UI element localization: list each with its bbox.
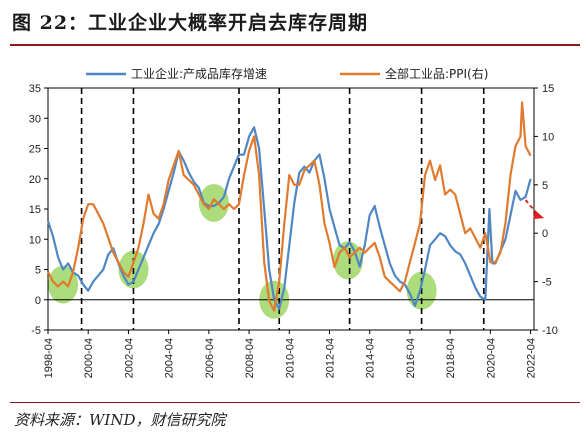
y-left-tick-label-8: 35 [29, 83, 41, 95]
title-rule [10, 44, 580, 46]
x-tick-label-10: 2018-04 [445, 338, 457, 378]
x-tick-label-12: 2022-04 [526, 338, 538, 378]
y-left-tick-label-0: -5 [31, 325, 41, 337]
figure-title: 图 22：工业企业大概率开启去库存周期 [12, 12, 369, 34]
source-note: 资料来源：WIND，财信研究院 [14, 411, 226, 429]
plot-frame [47, 87, 535, 331]
x-tick-label-6: 2010-04 [284, 338, 296, 378]
x-axis: 1998-04 2000-04 2002-04 2004-04 2006-04 2008-… [43, 330, 538, 378]
highlight-ellipse-2 [198, 183, 229, 222]
cycle-markers [80, 88, 485, 330]
x-tick-label-11: 2020-04 [485, 338, 497, 378]
series-lines [46, 101, 532, 312]
footer-rule [10, 402, 580, 403]
trend-arrow [524, 199, 545, 220]
legend-label-ppi: 全部工业品:PPI(右) [385, 66, 488, 81]
y-right-tick-label-2: 0 [542, 228, 548, 240]
x-tick-label-0: 1998-04 [43, 338, 55, 378]
y-right-tick-label-4: 10 [542, 131, 554, 143]
legend-label-inventory: 工业企业:产成品库存增速 [131, 66, 267, 81]
x-tick-label-8: 2014-04 [365, 338, 377, 378]
y-left-tick-label-5: 20 [29, 174, 41, 186]
y-right-tick-label-3: 5 [542, 180, 548, 192]
y-left-axis: -5 0 5 10 15 20 25 30 35 [29, 83, 48, 337]
y-left-tick-label-1: 0 [35, 295, 41, 307]
series-line-1 [47, 101, 532, 312]
y-right-tick-label-0: -10 [542, 325, 558, 337]
y-left-tick-label-3: 10 [29, 234, 41, 246]
trend-arrow-head [533, 210, 545, 220]
highlight-ellipse-0 [48, 265, 79, 304]
y-left-tick-label-7: 30 [29, 113, 41, 125]
x-tick-label-2: 2002-04 [123, 338, 135, 378]
x-tick-label-3: 2004-04 [164, 338, 176, 378]
series-line-0 [46, 126, 532, 310]
y-right-tick-label-5: 15 [542, 83, 554, 95]
y-right-axis: -10 -5 0 5 10 15 [534, 83, 558, 337]
chart: -5 0 5 10 15 20 25 30 35 -10 -5 0 5 10 15 1998-04 2000… [29, 66, 558, 378]
x-tick-label-5: 2008-04 [244, 338, 256, 378]
y-right-tick-label-1: -5 [542, 277, 552, 289]
y-left-tick-label-2: 5 [35, 265, 41, 277]
x-tick-label-9: 2016-04 [405, 338, 417, 378]
y-left-tick-label-6: 25 [29, 144, 41, 156]
y-left-tick-label-4: 15 [29, 204, 41, 216]
legend: 工业企业:产成品库存增速 全部工业品:PPI(右) [86, 66, 488, 81]
x-tick-label-4: 2006-04 [204, 338, 216, 378]
x-tick-label-1: 2000-04 [83, 338, 95, 378]
x-tick-label-7: 2012-04 [325, 338, 337, 378]
